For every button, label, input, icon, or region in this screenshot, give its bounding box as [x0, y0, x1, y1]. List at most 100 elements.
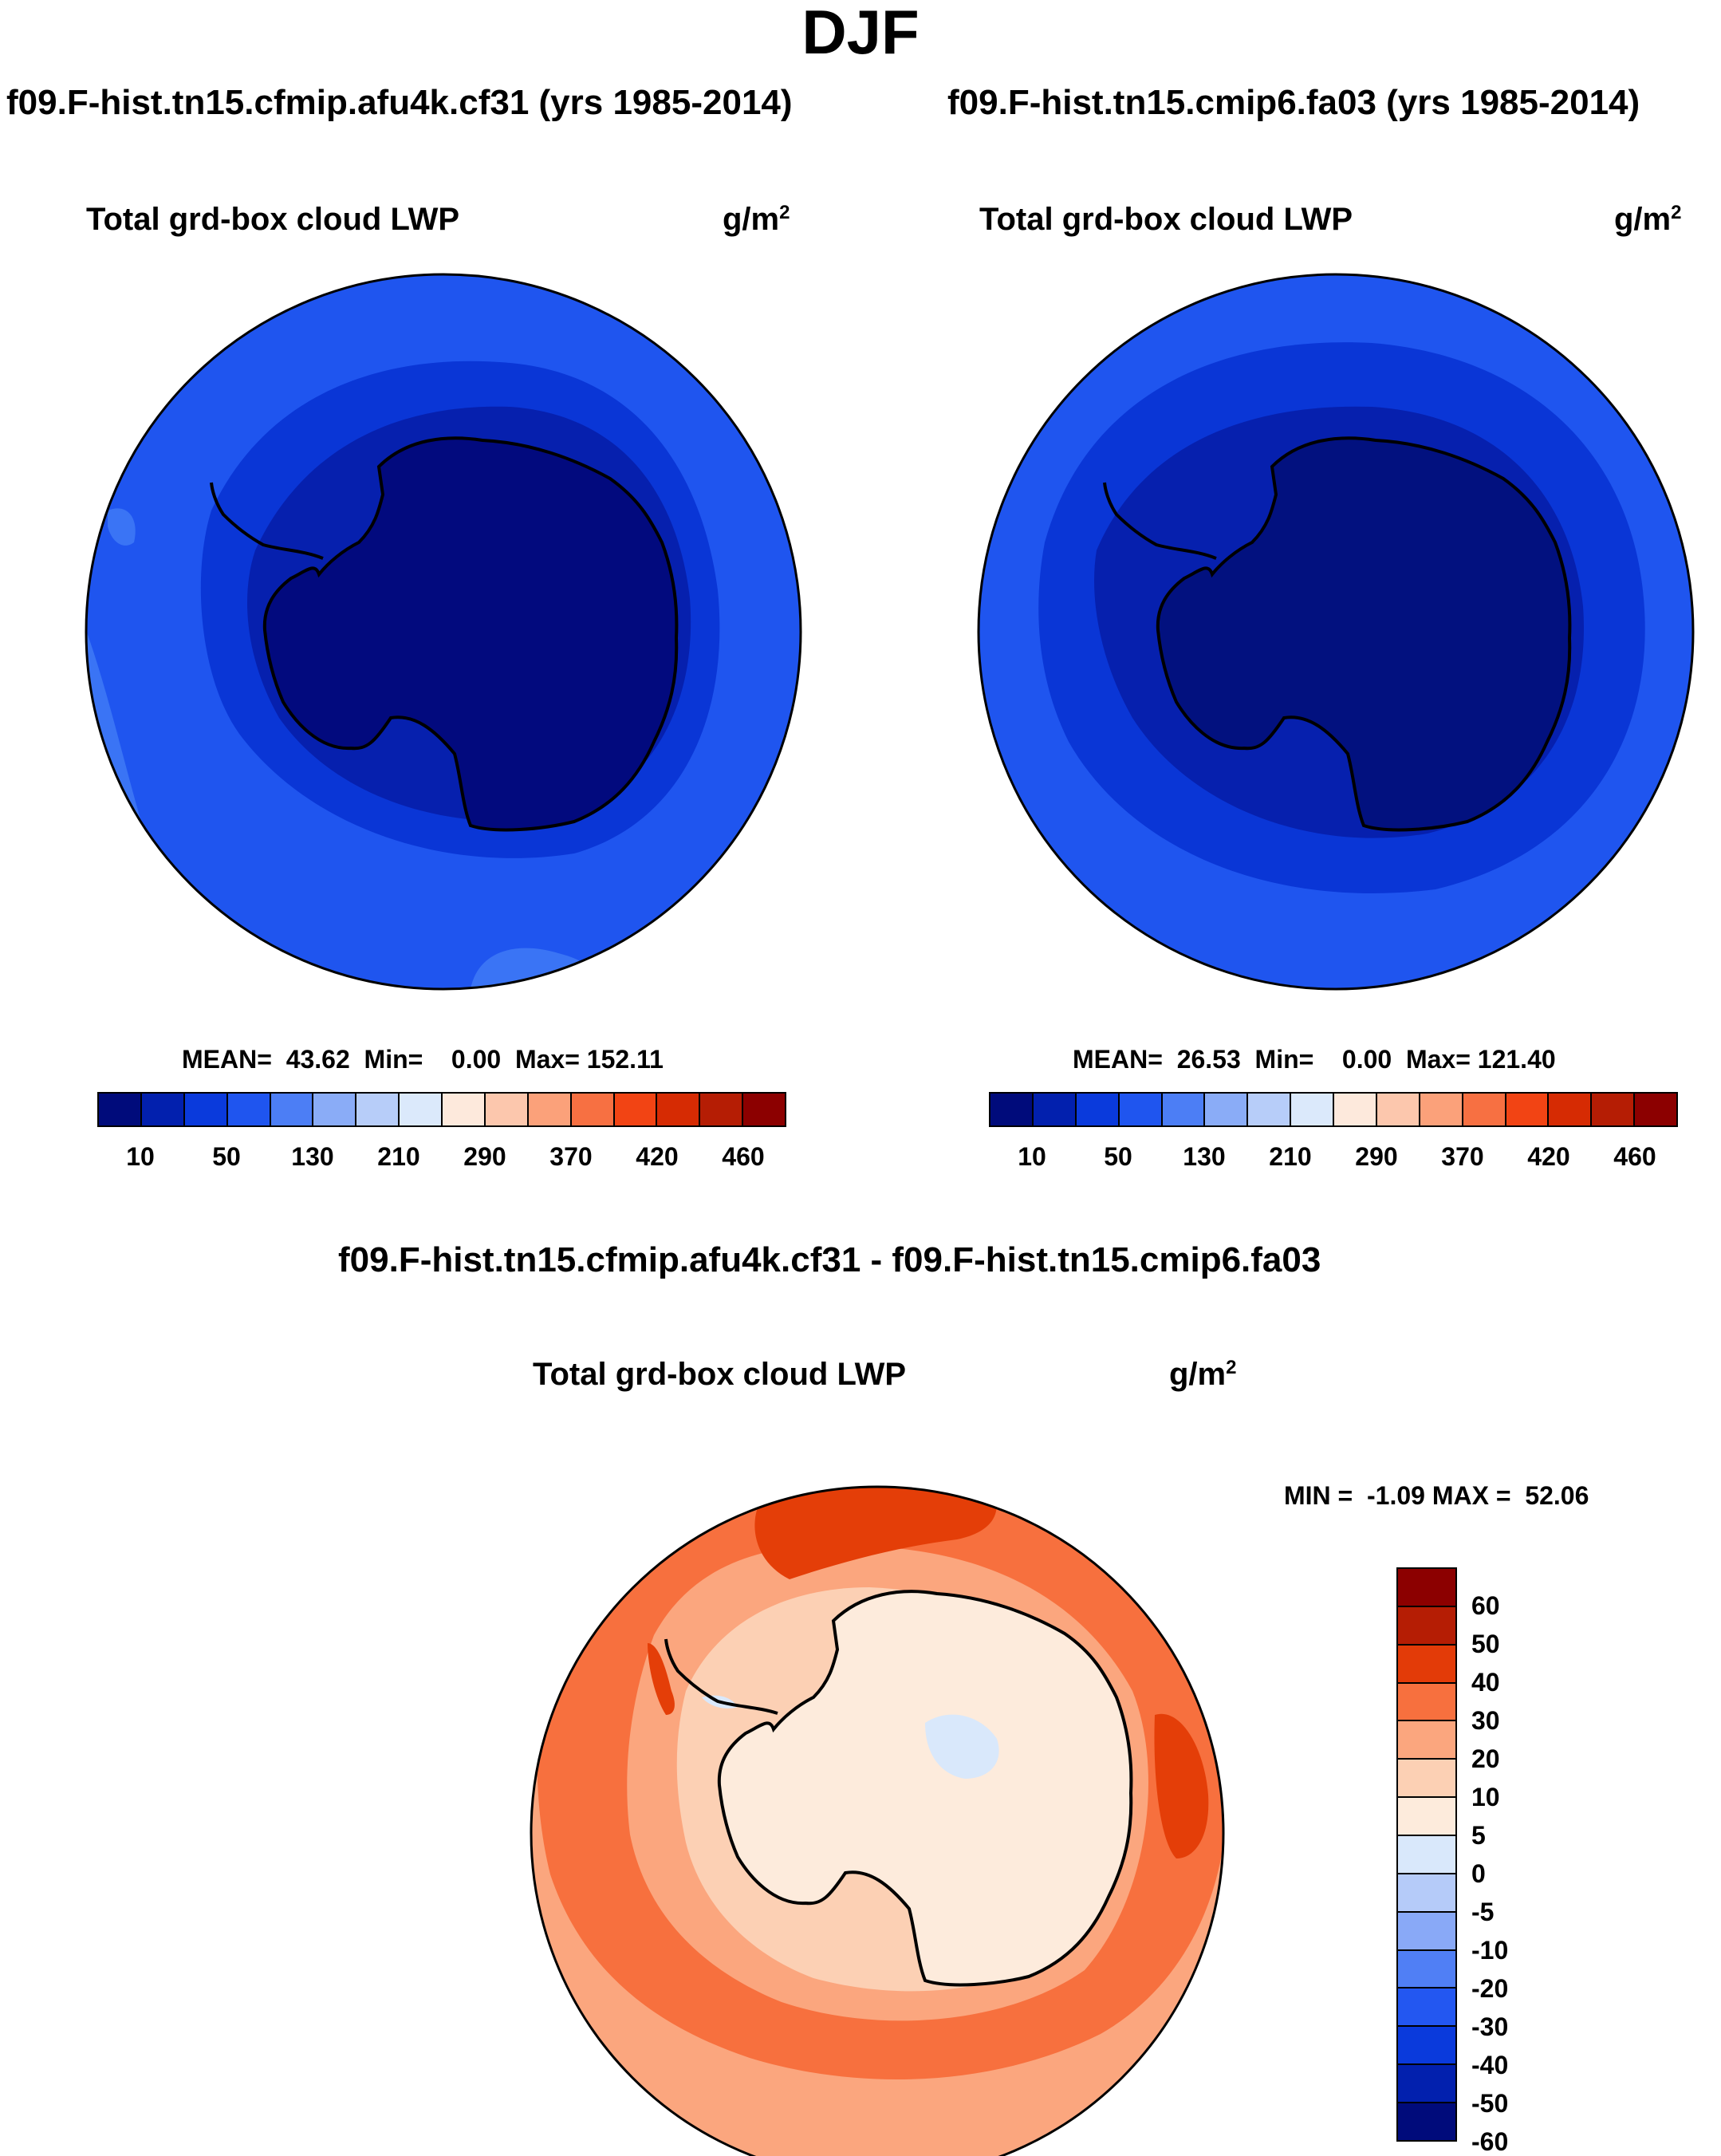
page-title: DJF: [801, 0, 920, 67]
panel2-colorbar-swatch: [1420, 1094, 1463, 1125]
panel2-colorbar-labels: 10 50 130 210 290 370 420 460: [989, 1142, 1678, 1174]
diff-colorbar-swatch: [1398, 1569, 1455, 1607]
panel1-colorbar-tick-label: 10: [126, 1142, 155, 1171]
panel1-stats: MEAN= 43.62 Min= 0.00 Max= 152.11: [182, 1045, 664, 1074]
panel2-colorbar-swatch: [1033, 1094, 1077, 1125]
panel1-case-title: f09.F-hist.tn15.cfmip.afu4k.cf31 (yrs 19…: [6, 83, 793, 122]
diff-antarctica: [717, 1590, 1133, 1987]
panel2-units: g/m2: [1614, 202, 1682, 237]
panel1-colorbar-tick-label: 420: [636, 1142, 679, 1171]
panel2-colorbar-tick-label: 50: [1104, 1142, 1132, 1171]
diff-colorbar-tick-label: 60: [1471, 1591, 1500, 1620]
diff-colorbar-tick-label: -10: [1471, 1936, 1509, 1965]
panel1-antarctica: [262, 436, 679, 832]
panel1-colorbar-swatch: [99, 1094, 142, 1125]
diff-colorbar-swatch: [1398, 2027, 1455, 2066]
panel1-colorbar-tick-label: 210: [377, 1142, 420, 1171]
panel2-colorbar-swatch: [1119, 1094, 1163, 1125]
panel2-peninsula: [1103, 482, 1217, 560]
panel1-colorbar-swatch: [184, 1094, 228, 1125]
panel1-colorbar-swatch: [270, 1094, 314, 1125]
panel1-colorbar-tick-label: 370: [549, 1142, 593, 1171]
panel2-colorbar-swatch: [1205, 1094, 1249, 1125]
diff-colorbar-swatch: [1398, 1912, 1455, 1951]
panel2-colorbar-swatch: [1549, 1094, 1593, 1125]
panel2-colorbar-swatch: [1162, 1094, 1206, 1125]
panel1-colorbar-swatch: [313, 1094, 357, 1125]
panel2-colorbar-swatch: [1248, 1094, 1292, 1125]
panel2-colorbar-tick-label: 210: [1269, 1142, 1312, 1171]
diff-colorbar-swatch: [1398, 1950, 1455, 1989]
panel2-colorbar: [989, 1092, 1678, 1127]
diff-colorbar-swatch: [1398, 1988, 1455, 2028]
panel2-colorbar-tick-label: 10: [1018, 1142, 1046, 1171]
panel2-antarctica: [1156, 436, 1572, 832]
panel1-colorbar-swatch: [657, 1094, 701, 1125]
panel2-colorbar-swatch: [1291, 1094, 1334, 1125]
diff-colorbar-swatch: [1398, 1645, 1455, 1684]
panel1-colorbar-tick-label: 50: [212, 1142, 241, 1171]
diff-colorbar-swatch: [1398, 1606, 1455, 1646]
diff-hot-peninsula: [648, 1643, 675, 1715]
panel2-colorbar-swatch: [1076, 1094, 1120, 1125]
panel1-colorbar-swatch: [528, 1094, 572, 1125]
panel2-colorbar-swatch: [1376, 1094, 1420, 1125]
diff-title: f09.F-hist.tn15.cfmip.afu4k.cf31 - f09.F…: [338, 1240, 1321, 1279]
panel1-colorbar-swatch: [227, 1094, 271, 1125]
diff-colorbar-tick-label: 40: [1471, 1668, 1500, 1697]
diff-colorbar-swatch: [1398, 1798, 1455, 1837]
panel1-variable-label: Total grd-box cloud LWP: [86, 202, 460, 237]
diff-colorbar-swatch: [1398, 2065, 1455, 2104]
diff-colorbar-labels: 60 50 40 30 20 10 5 0 -5 -10 -20 -30 -40 -50 -60: [1471, 1567, 1567, 2156]
diff-colorbar-swatch: [1398, 1721, 1455, 1760]
panel1-colorbar-swatch: [485, 1094, 529, 1125]
diff-colorbar-tick-label: 30: [1471, 1706, 1500, 1735]
diff-colorbar-tick-label: -20: [1471, 1974, 1509, 2003]
diff-colorbar-swatch: [1398, 1760, 1455, 1799]
diff-variable-label: Total grd-box cloud LWP: [533, 1357, 907, 1392]
panel1-colorbar-tick-label: 460: [722, 1142, 765, 1171]
panel2-colorbar-swatch: [1592, 1094, 1636, 1125]
diff-units: g/m2: [1169, 1357, 1237, 1392]
panel2-colorbar-tick-label: 370: [1441, 1142, 1484, 1171]
panel1-colorbar-tick-label: 130: [291, 1142, 334, 1171]
diff-peninsula: [664, 1638, 778, 1715]
panel1-colorbar-swatch: [743, 1094, 785, 1125]
panel1-colorbar-swatch: [700, 1094, 744, 1125]
panel1-patch-nw: [108, 508, 136, 546]
panel1-colorbar-swatch: [356, 1094, 400, 1125]
panel2-case-title: f09.F-hist.tn15.cmip6.fa03 (yrs 1985-201…: [947, 83, 1640, 122]
panel1-colorbar: [97, 1092, 786, 1127]
panel2-colorbar-swatch: [1463, 1094, 1506, 1125]
panel1-colorbar-swatch: [400, 1094, 443, 1125]
diff-colorbar-swatch: [1398, 1683, 1455, 1722]
panel1-units: g/m2: [723, 202, 790, 237]
diff-stats: MIN = -1.09 MAX = 52.06: [1284, 1481, 1589, 1510]
diff-hot-east: [1154, 1713, 1209, 1858]
diff-colorbar-tick-label: 50: [1471, 1630, 1500, 1658]
panel1-colorbar-labels: 10 50 130 210 290 370 420 460: [97, 1142, 786, 1174]
diff-hot-north: [754, 1487, 997, 1579]
diff-colorbar-swatch: [1398, 2103, 1455, 2140]
diff-negative-patch: [925, 1714, 999, 1779]
panel2-colorbar-tick-label: 420: [1527, 1142, 1570, 1171]
panel1-colorbar-swatch: [614, 1094, 658, 1125]
diff-colorbar: [1396, 1567, 1457, 2142]
panel1-colorbar-tick-label: 290: [463, 1142, 506, 1171]
diff-colorbar-tick-label: 0: [1471, 1859, 1486, 1888]
diff-colorbar-tick-label: 5: [1471, 1821, 1486, 1850]
panel1-colorbar-swatch: [571, 1094, 615, 1125]
diff-colorbar-tick-label: 20: [1471, 1744, 1500, 1773]
diff-colorbar-tick-label: -50: [1471, 2089, 1509, 2118]
panel2-colorbar-swatch: [990, 1094, 1034, 1125]
panel2-stats: MEAN= 26.53 Min= 0.00 Max= 121.40: [1073, 1045, 1556, 1074]
panel2-colorbar-tick-label: 130: [1183, 1142, 1226, 1171]
diff-colorbar-tick-label: -5: [1471, 1898, 1495, 1926]
panel2-colorbar-tick-label: 290: [1355, 1142, 1398, 1171]
diff-colorbar-tick-label: -60: [1471, 2127, 1509, 2156]
panel2-variable-label: Total grd-box cloud LWP: [979, 202, 1353, 237]
diff-colorbar-swatch: [1398, 1874, 1455, 1913]
